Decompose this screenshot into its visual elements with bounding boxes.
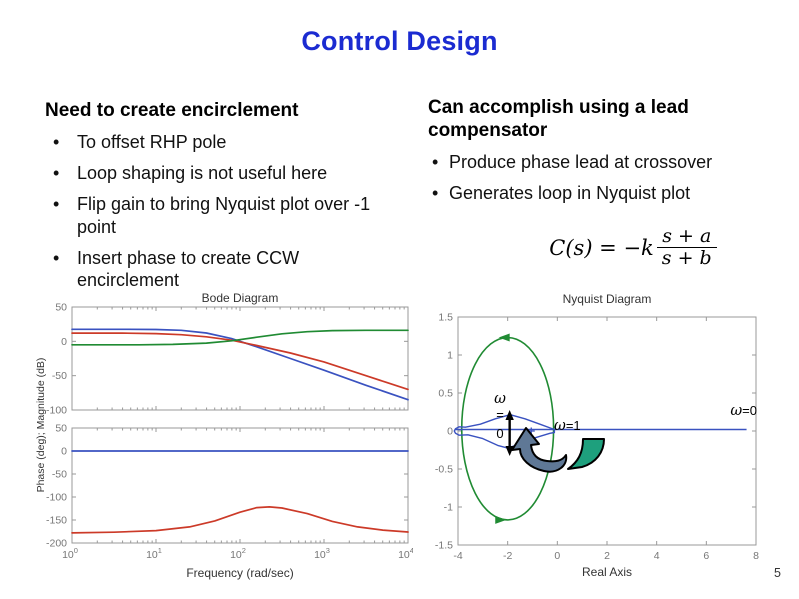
axes-box-magnitude [71, 306, 409, 411]
bullet-item: • Insert phase to create CCW encirclement [45, 247, 405, 292]
phase-span-arrowhead-down [505, 446, 514, 456]
nyquist-title: Nyquist Diagram [563, 292, 652, 306]
nyquist-figure: -4 -2 0 2 4 6 8-1.5-1-0.500.511.5ω=0 ω=1ω=0Nyqu… [435, 292, 759, 579]
left-column: Need to create encirclement • To offset R… [45, 100, 405, 301]
right-heading: Can accomplish using a lead compensator [428, 97, 689, 141]
x-tick-label: 0 [554, 550, 560, 562]
omega-zero-stack-label: 0 [496, 426, 503, 441]
lead-compensator-formula: C(s) = −k s + a s + b [478, 225, 788, 270]
bullet-item: • Flip gain to bring Nyquist plot over -1… [45, 193, 405, 238]
encirclement-ellipse [460, 336, 555, 521]
x-tick-label: 6 [703, 550, 709, 562]
ellipse-direction-arrow-bottom [495, 515, 507, 524]
x-tick-label: -2 [503, 550, 512, 562]
page-number: 5 [774, 566, 781, 580]
phase-span-arrowhead-up [505, 410, 514, 420]
bullet-item: • Generates loop in Nyquist plot [428, 182, 780, 204]
bullet-marker: • [53, 131, 60, 152]
formula-lhs: C(s) = −k [549, 235, 654, 260]
bullet-item: • Loop shaping is not useful here [45, 162, 405, 184]
left-heading: Need to create encirclement [45, 100, 299, 121]
bullet-marker: • [432, 151, 439, 172]
y-tick-label: 50 [55, 302, 67, 314]
omega-zero-stack-label: = [496, 407, 504, 422]
formula-numerator: s + a [662, 225, 712, 247]
right-column: Can accomplish using a lead compensator … [428, 97, 780, 213]
y-tick-label: -1 [444, 502, 453, 514]
bullet-text: Generates loop in Nyquist plot [449, 182, 691, 203]
bode-title: Bode Diagram [202, 292, 279, 305]
y-tick-label: 0.5 [438, 388, 453, 400]
bullet-text: Insert phase to create CCW encirclement [77, 248, 300, 291]
bullet-text: Loop shaping is not useful here [77, 163, 328, 184]
bullet-marker: • [53, 163, 60, 184]
y-tick-label: -100 [46, 405, 67, 417]
y-tick-label: 50 [55, 423, 67, 435]
y-tick-label: -50 [52, 469, 67, 481]
bode-ylabel: Phase (deg); Magnitude (dB) [35, 358, 47, 493]
left-bullet-list: • To offset RHP pole • Loop shaping is not … [45, 131, 405, 292]
bullet-text: Produce phase lead at crossover [449, 151, 713, 172]
bullet-text: Flip gain to bring Nyquist plot over -1 p… [77, 194, 371, 237]
series-magnitude-blue [71, 328, 409, 401]
series-phase-red [71, 506, 409, 534]
formula-denominator: s + b [656, 247, 717, 269]
loop-arrow-teal [567, 438, 605, 470]
x-tick-label: 8 [753, 550, 759, 562]
x-tick-label: 4 [654, 550, 660, 562]
bullet-marker: • [432, 182, 439, 203]
right-bullet-list: • Produce phase lead at crossover • Generat… [428, 151, 780, 205]
y-tick-label: 1.5 [438, 312, 453, 324]
bode-xlabel: Frequency (rad/sec) [186, 566, 293, 580]
x-tick-label: 100 [62, 546, 78, 561]
y-tick-label: -150 [46, 515, 67, 527]
y-tick-label: 0 [61, 336, 67, 348]
bullet-text: To offset RHP pole [77, 131, 227, 152]
bullet-item: • To offset RHP pole [45, 131, 405, 153]
bullet-marker: • [53, 248, 60, 269]
slide-title: Control Design [301, 26, 498, 56]
x-tick-label: 101 [146, 546, 162, 561]
formula-fraction: s + a s + b [656, 225, 717, 270]
x-tick-label: 2 [604, 550, 610, 562]
nyquist-xlabel: Real Axis [582, 565, 632, 579]
x-tick-label: 102 [230, 546, 246, 561]
y-tick-label: -0.5 [435, 464, 453, 476]
axes-box-phase [71, 427, 409, 544]
y-tick-label: -50 [52, 370, 67, 382]
x-tick-label: 103 [314, 546, 330, 561]
y-tick-label: 1 [447, 350, 453, 362]
omega-zero-stack-label: ω [494, 391, 506, 407]
bullet-item: • Produce phase lead at crossover [428, 151, 780, 173]
bullet-marker: • [53, 194, 60, 215]
y-tick-label: -1.5 [435, 540, 453, 552]
y-tick-label: 0 [447, 426, 453, 438]
omega-one-label: ω=1 [554, 418, 581, 434]
x-tick-label: -4 [453, 550, 462, 562]
flip-gain-arrow-gray [511, 427, 568, 473]
omega-zero-right-label: ω=0 [730, 403, 757, 419]
series-magnitude-red [71, 332, 409, 391]
x-tick-label: 104 [398, 546, 413, 561]
ellipse-direction-arrow-top [498, 333, 510, 342]
y-tick-label: 0 [61, 446, 67, 458]
series-magnitude-green [71, 329, 409, 346]
y-tick-label: -100 [46, 492, 67, 504]
y-tick-label: -200 [46, 538, 67, 550]
